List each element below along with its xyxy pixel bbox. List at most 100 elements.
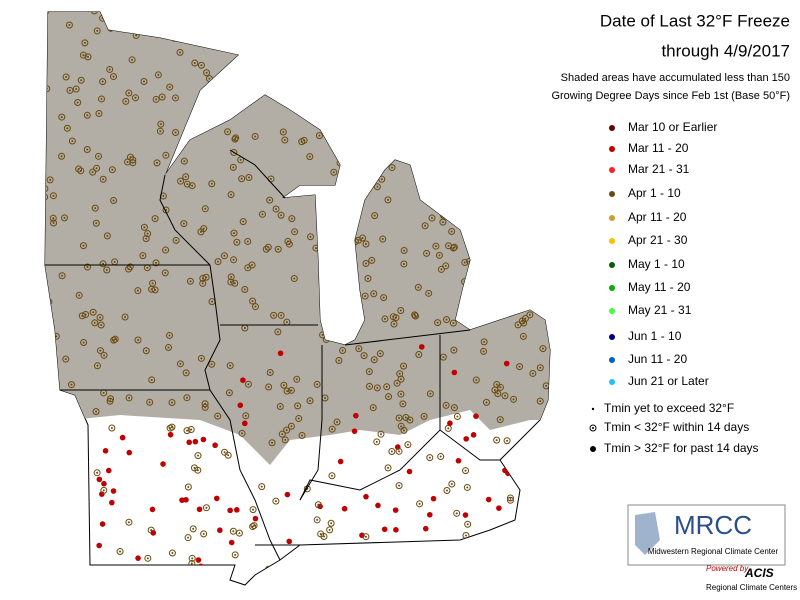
legend-swatch <box>609 334 615 340</box>
symbol-ring <box>393 379 401 387</box>
symbol-ring-center <box>111 168 114 171</box>
symbol-ring <box>177 177 185 185</box>
symbol-ring-center <box>493 389 496 392</box>
symbol-ring-center <box>81 314 84 317</box>
symbol-ring-center <box>382 296 385 299</box>
station-marker <box>99 521 106 527</box>
symbol-ring-center <box>442 356 445 359</box>
symbol-ring-center <box>208 77 211 80</box>
symbol-ring <box>93 469 101 477</box>
symbol-ring-center <box>164 271 167 274</box>
symbol-ring-center <box>86 266 89 269</box>
symbol-ring <box>182 369 190 377</box>
symbol-ring <box>125 518 133 526</box>
symbol-ring <box>187 425 195 433</box>
border <box>344 329 471 346</box>
symbol-ring <box>435 251 443 259</box>
legend-label: Mar 21 - 31 <box>628 162 690 176</box>
symbol-ring <box>125 89 133 97</box>
symbol-ring-center <box>232 258 235 261</box>
symbol-ring-center <box>199 230 202 233</box>
symbol-ring-center <box>223 451 226 454</box>
symbol-ring <box>373 438 381 446</box>
symbol-ring-center <box>376 185 379 188</box>
symbol-ring <box>144 554 152 562</box>
symbol-ring <box>251 303 259 311</box>
symbol-ring-center <box>400 378 403 381</box>
symbol-ring <box>229 527 237 535</box>
symbol-ring <box>241 286 249 294</box>
symbol-ring <box>92 219 100 227</box>
legend-label: May 11 - 20 <box>628 280 691 294</box>
symbol-ring-center <box>127 268 130 271</box>
symbol-ring-center <box>438 254 441 257</box>
symbol-ring-center <box>408 419 411 422</box>
symbol-ring-center <box>184 175 187 178</box>
symbol-ring <box>82 310 90 318</box>
symbol-ring-center <box>280 214 283 217</box>
symbol-ring-center <box>150 529 153 532</box>
symbol-ring-center <box>76 101 79 104</box>
symbol-ring-center <box>376 386 379 389</box>
symbol-ring <box>400 260 408 268</box>
symbol-ring-center <box>233 282 236 285</box>
symbol-ring <box>443 487 451 495</box>
symbol-ring <box>63 124 71 132</box>
symbol-ring <box>330 168 338 176</box>
symbol-ring-center <box>124 100 127 103</box>
border <box>299 429 500 501</box>
station-marker <box>426 511 433 518</box>
symbol-ring-center <box>202 227 205 230</box>
symbol-ring-center <box>368 385 371 388</box>
symbol-ring-center <box>290 389 293 392</box>
symbol-ring <box>93 362 101 370</box>
symbol-ring <box>258 210 266 218</box>
symbol-ring <box>373 183 381 191</box>
symbol-ring <box>227 273 235 281</box>
symbol-ring <box>208 180 216 188</box>
legend-label: May 1 - 10 <box>628 257 685 271</box>
symbol-label: Tmin yet to exceed 32°F <box>604 401 734 415</box>
station-marker <box>105 467 112 474</box>
symbol-ring-center <box>242 220 245 223</box>
symbol-ring <box>449 319 457 327</box>
symbol-ring <box>108 166 116 174</box>
symbol-ring-center <box>280 314 283 317</box>
station-marker <box>126 449 133 456</box>
symbol-ring <box>91 319 99 327</box>
symbol-ring <box>536 364 544 372</box>
symbol-ring <box>400 247 408 255</box>
symbol-ring-center <box>482 350 485 353</box>
symbol-ring-center <box>92 311 95 314</box>
symbol-ring-center <box>406 443 409 446</box>
symbol-ring <box>231 551 239 559</box>
symbol-ring-center <box>193 466 196 469</box>
symbol-ring <box>397 390 405 398</box>
symbol-ring-center <box>71 140 74 143</box>
symbol-ring <box>461 258 469 266</box>
logo: MRCC Midwestern Regional Climate Center … <box>627 504 797 592</box>
border <box>204 264 281 561</box>
symbol-ring-center <box>201 277 204 280</box>
symbol-ring-center <box>94 207 97 210</box>
station-marker <box>447 420 453 427</box>
symbol-ring-center <box>417 353 420 356</box>
symbol-ring-center <box>464 469 467 472</box>
symbol-ring <box>49 192 57 200</box>
symbol-ring <box>415 350 423 358</box>
symbol-ring-center <box>368 370 371 373</box>
legend-label: Jun 1 - 10 <box>628 329 682 343</box>
symbol-ring-center <box>126 160 129 163</box>
symbol-ring-center <box>466 486 469 489</box>
station-marker <box>101 480 107 487</box>
station-marker <box>110 488 117 494</box>
symbol-ring <box>68 137 76 145</box>
symbol-ring-center <box>427 292 430 295</box>
symbol-ring-center <box>317 503 320 506</box>
symbol-ring <box>165 344 173 352</box>
symbol-ring-center <box>281 433 284 436</box>
symbol-ring-center <box>201 282 204 285</box>
logo-shape <box>635 512 660 555</box>
symbol-ring-center <box>414 315 417 318</box>
symbol-ring-center <box>162 195 165 198</box>
